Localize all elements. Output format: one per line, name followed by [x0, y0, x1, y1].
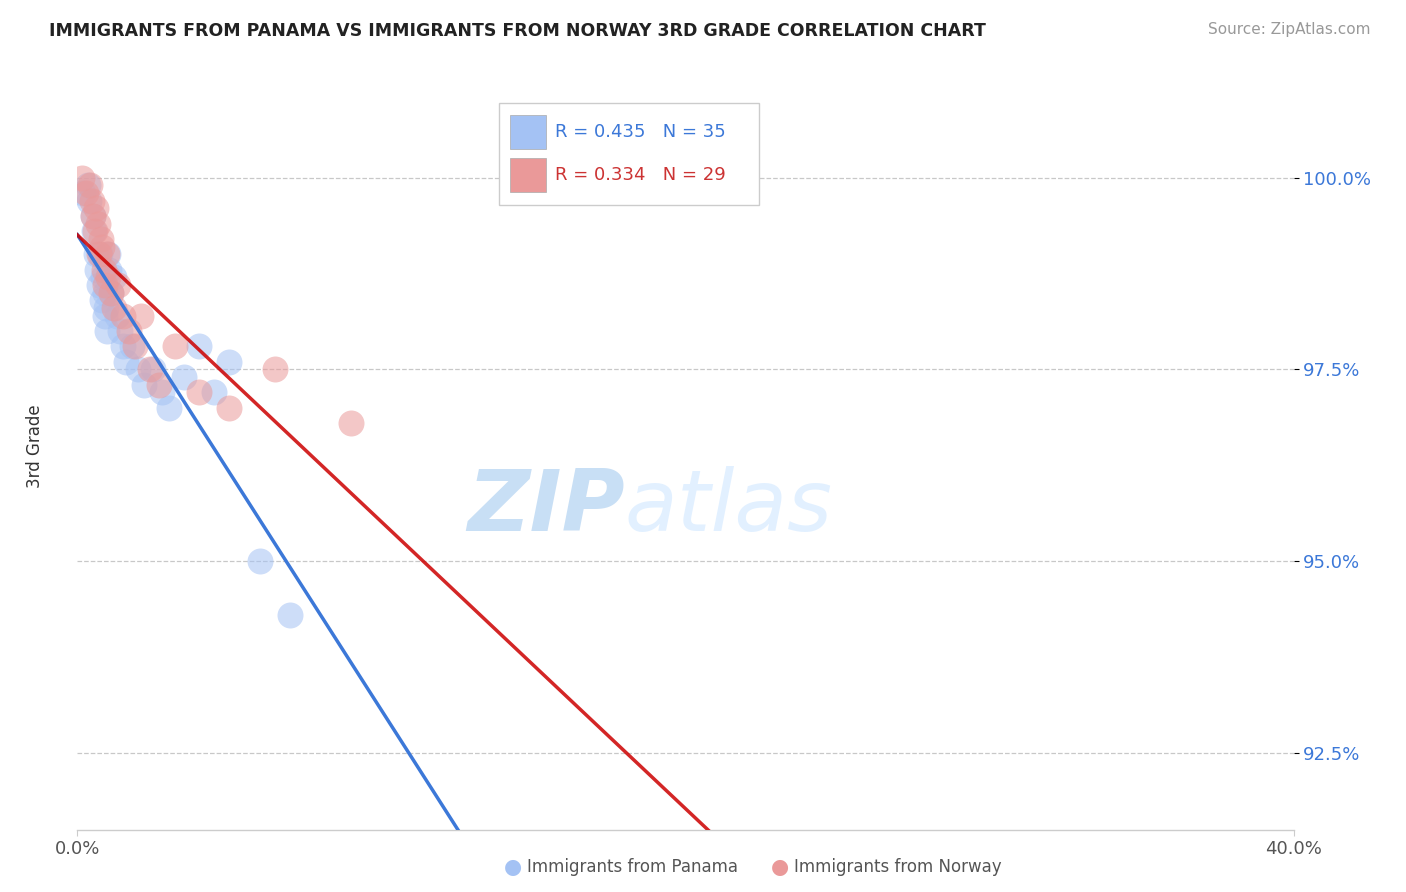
Point [188, 385, 211, 400]
Text: ZIP: ZIP [467, 466, 624, 549]
Point [91, 270, 114, 285]
Point [83, 224, 105, 238]
Point [134, 377, 156, 392]
Point [129, 309, 152, 323]
Point [80, 194, 103, 208]
Point [139, 362, 162, 376]
Text: R = 0.334   N = 29: R = 0.334 N = 29 [555, 166, 725, 184]
Text: R = 0.435   N = 35: R = 0.435 N = 35 [555, 123, 725, 141]
Point [90, 293, 112, 308]
Point [96, 247, 118, 261]
Point [77, 178, 100, 193]
Point [75, 186, 97, 200]
Point [105, 309, 128, 323]
Point [173, 370, 195, 384]
Point [82, 209, 104, 223]
Point [96, 301, 118, 315]
Point [111, 339, 134, 353]
Point [148, 377, 170, 392]
Point [87, 277, 110, 292]
Point [94, 285, 117, 300]
Point [218, 354, 240, 368]
Point [86, 262, 108, 277]
Point [84, 247, 107, 261]
Point [264, 362, 287, 376]
Point [84, 201, 107, 215]
Point [278, 607, 301, 622]
Text: IMMIGRANTS FROM PANAMA VS IMMIGRANTS FROM NORWAY 3RD GRADE CORRELATION CHART: IMMIGRANTS FROM PANAMA VS IMMIGRANTS FRO… [49, 22, 986, 40]
Point [163, 339, 186, 353]
Text: Immigrants from Panama: Immigrants from Panama [527, 858, 738, 876]
Text: 3rd Grade: 3rd Grade [27, 404, 44, 488]
Point [152, 385, 174, 400]
Point [103, 270, 125, 285]
Point [107, 277, 129, 292]
Point [94, 277, 117, 292]
Point [188, 339, 211, 353]
Point [89, 247, 111, 261]
Point [79, 194, 101, 208]
Point [108, 324, 131, 338]
Point [157, 401, 180, 415]
Point [249, 554, 271, 568]
Point [97, 247, 120, 261]
Point [91, 239, 114, 253]
Point [98, 262, 121, 277]
Point [72, 186, 94, 200]
Point [96, 324, 118, 338]
Text: ●: ● [772, 857, 789, 877]
Point [142, 362, 165, 376]
Point [100, 285, 122, 300]
Point [90, 232, 112, 246]
Point [218, 401, 240, 415]
Point [93, 262, 115, 277]
Point [70, 170, 93, 185]
Text: Immigrants from Norway: Immigrants from Norway [794, 858, 1002, 876]
Point [118, 324, 141, 338]
Point [121, 339, 143, 353]
Point [87, 217, 110, 231]
Point [79, 178, 101, 193]
Point [84, 224, 107, 238]
Point [124, 339, 146, 353]
Point [127, 362, 149, 376]
Point [202, 385, 225, 400]
Point [103, 301, 125, 315]
Point [111, 309, 134, 323]
Point [97, 270, 120, 285]
Point [100, 285, 122, 300]
Text: atlas: atlas [624, 466, 832, 549]
Text: ●: ● [505, 857, 522, 877]
Point [82, 209, 104, 223]
Text: Source: ZipAtlas.com: Source: ZipAtlas.com [1208, 22, 1371, 37]
Point [115, 354, 138, 368]
Point [93, 309, 115, 323]
Point [89, 247, 111, 261]
Point [340, 416, 363, 430]
